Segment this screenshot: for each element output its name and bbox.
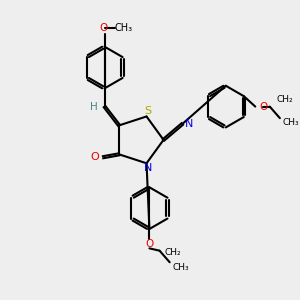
Text: CH₃: CH₃ [172,263,189,272]
Text: N: N [144,164,152,173]
Text: CH₂: CH₂ [277,95,294,104]
Text: O: O [100,23,108,33]
Text: O: O [260,102,268,112]
Text: N: N [185,119,194,129]
Text: O: O [91,152,99,162]
Text: H: H [90,102,98,112]
Text: O: O [145,239,154,249]
Text: S: S [144,106,152,116]
Text: CH₂: CH₂ [165,248,182,256]
Text: CH₃: CH₃ [283,118,299,127]
Text: CH₃: CH₃ [115,23,133,33]
